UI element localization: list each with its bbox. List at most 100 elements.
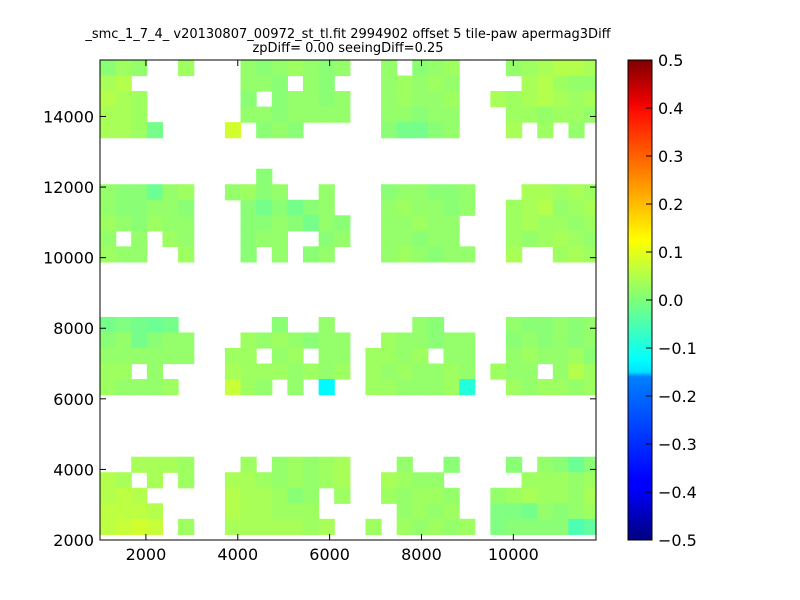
heatmap-cell <box>162 215 179 232</box>
heatmap-cell <box>427 246 445 263</box>
heatmap-cell <box>505 122 523 139</box>
heatmap-cell <box>162 316 179 334</box>
heatmap-cell <box>521 472 538 489</box>
heatmap-cell <box>240 456 257 473</box>
heatmap-cell <box>381 246 398 263</box>
heatmap-cell <box>552 184 570 201</box>
heatmap-cell <box>443 122 460 139</box>
heatmap-cell <box>584 184 596 201</box>
heatmap-cell <box>287 332 304 349</box>
heatmap-cell <box>100 199 117 216</box>
heatmap-cell <box>146 518 164 535</box>
heatmap-cell <box>271 60 288 77</box>
heatmap-cell <box>396 246 413 263</box>
heatmap-cell <box>568 316 585 334</box>
heatmap-cell <box>271 487 288 504</box>
heatmap-cell <box>162 332 179 349</box>
heatmap-cell <box>396 215 413 232</box>
heatmap-cell <box>256 503 273 520</box>
heatmap-cell <box>537 122 554 139</box>
heatmap-cell <box>537 456 554 473</box>
heatmap-cell <box>521 230 538 247</box>
x-axis: 2000 4000 6000 8000 10000 <box>126 60 539 564</box>
heatmap-cell <box>271 91 288 108</box>
heatmap-cell <box>490 487 507 504</box>
heatmap-cell <box>100 379 117 396</box>
heatmap-cell <box>287 379 304 396</box>
heatmap-cell <box>427 215 445 232</box>
heatmap-cell <box>505 503 523 520</box>
heatmap-cell <box>240 246 257 263</box>
x-tick-label: 4000 <box>217 545 258 564</box>
heatmap-cell <box>381 75 398 92</box>
heatmap-cell <box>568 487 585 504</box>
heatmap-cell <box>334 60 351 77</box>
heatmap-cell <box>381 91 398 108</box>
heatmap-cell <box>537 518 554 535</box>
heatmap-cell <box>100 230 117 247</box>
heatmap-cell <box>287 60 304 77</box>
heatmap-cell <box>552 503 570 520</box>
heatmap-cell <box>115 487 132 504</box>
heatmap-cell <box>271 215 288 232</box>
heatmap-cell <box>100 184 117 201</box>
heatmap-cell <box>115 106 132 123</box>
heatmap-cell <box>396 456 413 473</box>
heatmap-cell <box>427 75 445 92</box>
heatmap-cell <box>131 348 148 365</box>
heatmap-cell <box>396 518 413 535</box>
heatmap-cell <box>334 91 351 108</box>
heatmap-cell <box>256 379 273 396</box>
heatmap-cell <box>271 184 288 201</box>
heatmap-cell <box>146 184 164 201</box>
heatmap-cell <box>568 75 585 92</box>
heatmap-cell <box>381 348 398 365</box>
heatmap-cell <box>412 472 429 489</box>
heatmap-cell <box>146 215 164 232</box>
heatmap-cell <box>381 215 398 232</box>
heatmap-cell <box>162 199 179 216</box>
heatmap-cell <box>287 363 304 380</box>
heatmap-cell <box>505 363 523 380</box>
x-tick-label: 8000 <box>401 545 442 564</box>
heatmap-cell <box>302 472 320 489</box>
heatmap-cell <box>396 122 413 139</box>
heatmap-cell <box>412 91 429 108</box>
heatmap-cell <box>178 332 195 349</box>
heatmap-cell <box>552 316 570 334</box>
heatmap-cell <box>552 91 570 108</box>
heatmap-cell <box>256 184 273 201</box>
heatmap-cell <box>287 91 304 108</box>
heatmap-cell <box>302 199 320 216</box>
heatmap-cell <box>412 230 429 247</box>
heatmap-cell <box>443 503 460 520</box>
heatmap-cell <box>131 60 148 77</box>
heatmap-cell <box>537 348 554 365</box>
heatmap-cell <box>584 91 596 108</box>
colorbar-tick-label: −0.2 <box>658 387 697 406</box>
heatmap-cell <box>318 184 335 201</box>
y-tick-label: 2000 <box>53 531 94 550</box>
heatmap-cell <box>443 332 460 349</box>
heatmap-cell <box>256 472 273 489</box>
heatmap-cell <box>131 332 148 349</box>
y-tick-label: 6000 <box>53 390 94 409</box>
heatmap-cell <box>521 199 538 216</box>
heatmap-cell <box>224 379 242 396</box>
heatmap-cell <box>381 332 398 349</box>
heatmap-cell <box>115 246 132 263</box>
heatmap-cell <box>302 246 320 263</box>
heatmap-cell <box>568 456 585 473</box>
heatmap-cell <box>427 91 445 108</box>
heatmap-cell <box>256 199 273 216</box>
heatmap-cell <box>131 230 148 247</box>
heatmap-cell <box>318 348 335 365</box>
y-tick-label: 14000 <box>43 107 94 126</box>
heatmap-cell <box>271 348 288 365</box>
heatmap-cell <box>115 184 132 201</box>
y-tick-label: 8000 <box>53 319 94 338</box>
heatmap-cell <box>412 215 429 232</box>
heatmap-cell <box>568 379 585 396</box>
heatmap-cell <box>100 487 117 504</box>
heatmap-cell <box>443 246 460 263</box>
